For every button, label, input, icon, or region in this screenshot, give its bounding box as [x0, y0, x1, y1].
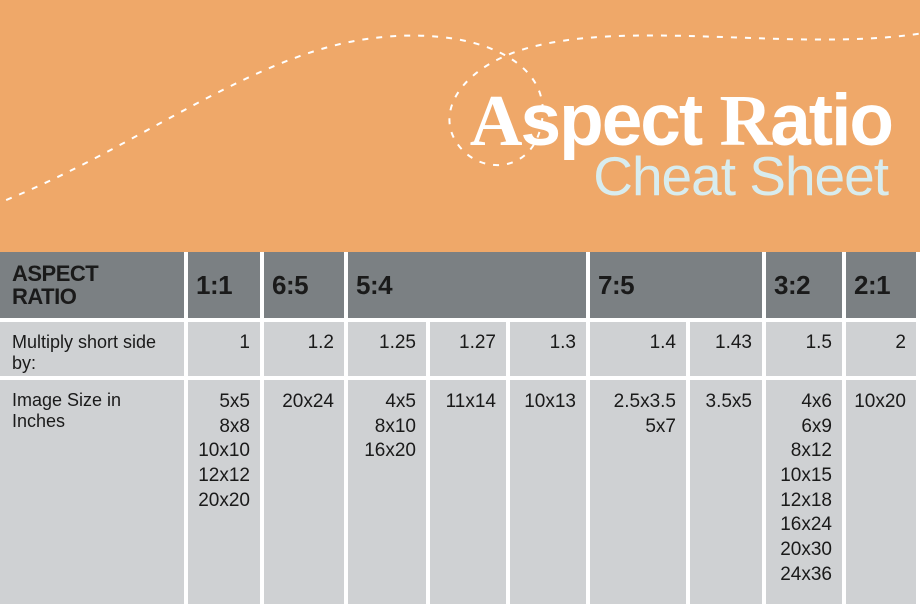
sizes-cell: 5x5 8x8 10x10 12x12 20x20 — [188, 380, 264, 608]
multiplier-cell: 1.25 — [348, 322, 430, 380]
col-header: 2:1 — [846, 252, 920, 322]
col-header: 6:5 — [264, 252, 348, 322]
multiplier-cell: 1.43 — [690, 322, 766, 380]
col-header: 5:4 — [348, 252, 430, 322]
col-header — [430, 252, 510, 322]
aspect-ratio-table: ASPECT RATIO1:16:55:4 7:5 3:22:1 Multiply s… — [0, 252, 920, 608]
header-label: ASPECT RATIO — [0, 252, 188, 322]
sizes-cell: 20x24 — [264, 380, 348, 608]
row-label-sizes: Image Size in Inches — [0, 380, 188, 608]
title-block: Aspect Ratio Cheat Sheet — [470, 88, 892, 208]
multiplier-cell: 1.2 — [264, 322, 348, 380]
multiplier-cell: 1 — [188, 322, 264, 380]
multiplier-cell: 1.4 — [590, 322, 690, 380]
col-header: 1:1 — [188, 252, 264, 322]
col-header: 3:2 — [766, 252, 846, 322]
multiplier-cell: 1.5 — [766, 322, 846, 380]
col-header: 7:5 — [590, 252, 690, 322]
sizes-cell: 10x20 — [846, 380, 920, 608]
banner: Aspect Ratio Cheat Sheet — [0, 0, 920, 252]
multiplier-cell: 1.27 — [430, 322, 510, 380]
sizes-cell: 4x6 6x9 8x12 10x15 12x18 16x24 20x30 24x… — [766, 380, 846, 608]
multiplier-cell: 1.3 — [510, 322, 590, 380]
col-header — [690, 252, 766, 322]
sizes-cell: 3.5x5 — [690, 380, 766, 608]
sizes-cell: 2.5x3.5 5x7 — [590, 380, 690, 608]
col-header — [510, 252, 590, 322]
sizes-cell: 11x14 — [430, 380, 510, 608]
sizes-cell: 4x5 8x10 16x20 — [348, 380, 430, 608]
row-label-multiplier: Multiply short side by: — [0, 322, 188, 380]
multiplier-cell: 2 — [846, 322, 920, 380]
sizes-cell: 10x13 — [510, 380, 590, 608]
